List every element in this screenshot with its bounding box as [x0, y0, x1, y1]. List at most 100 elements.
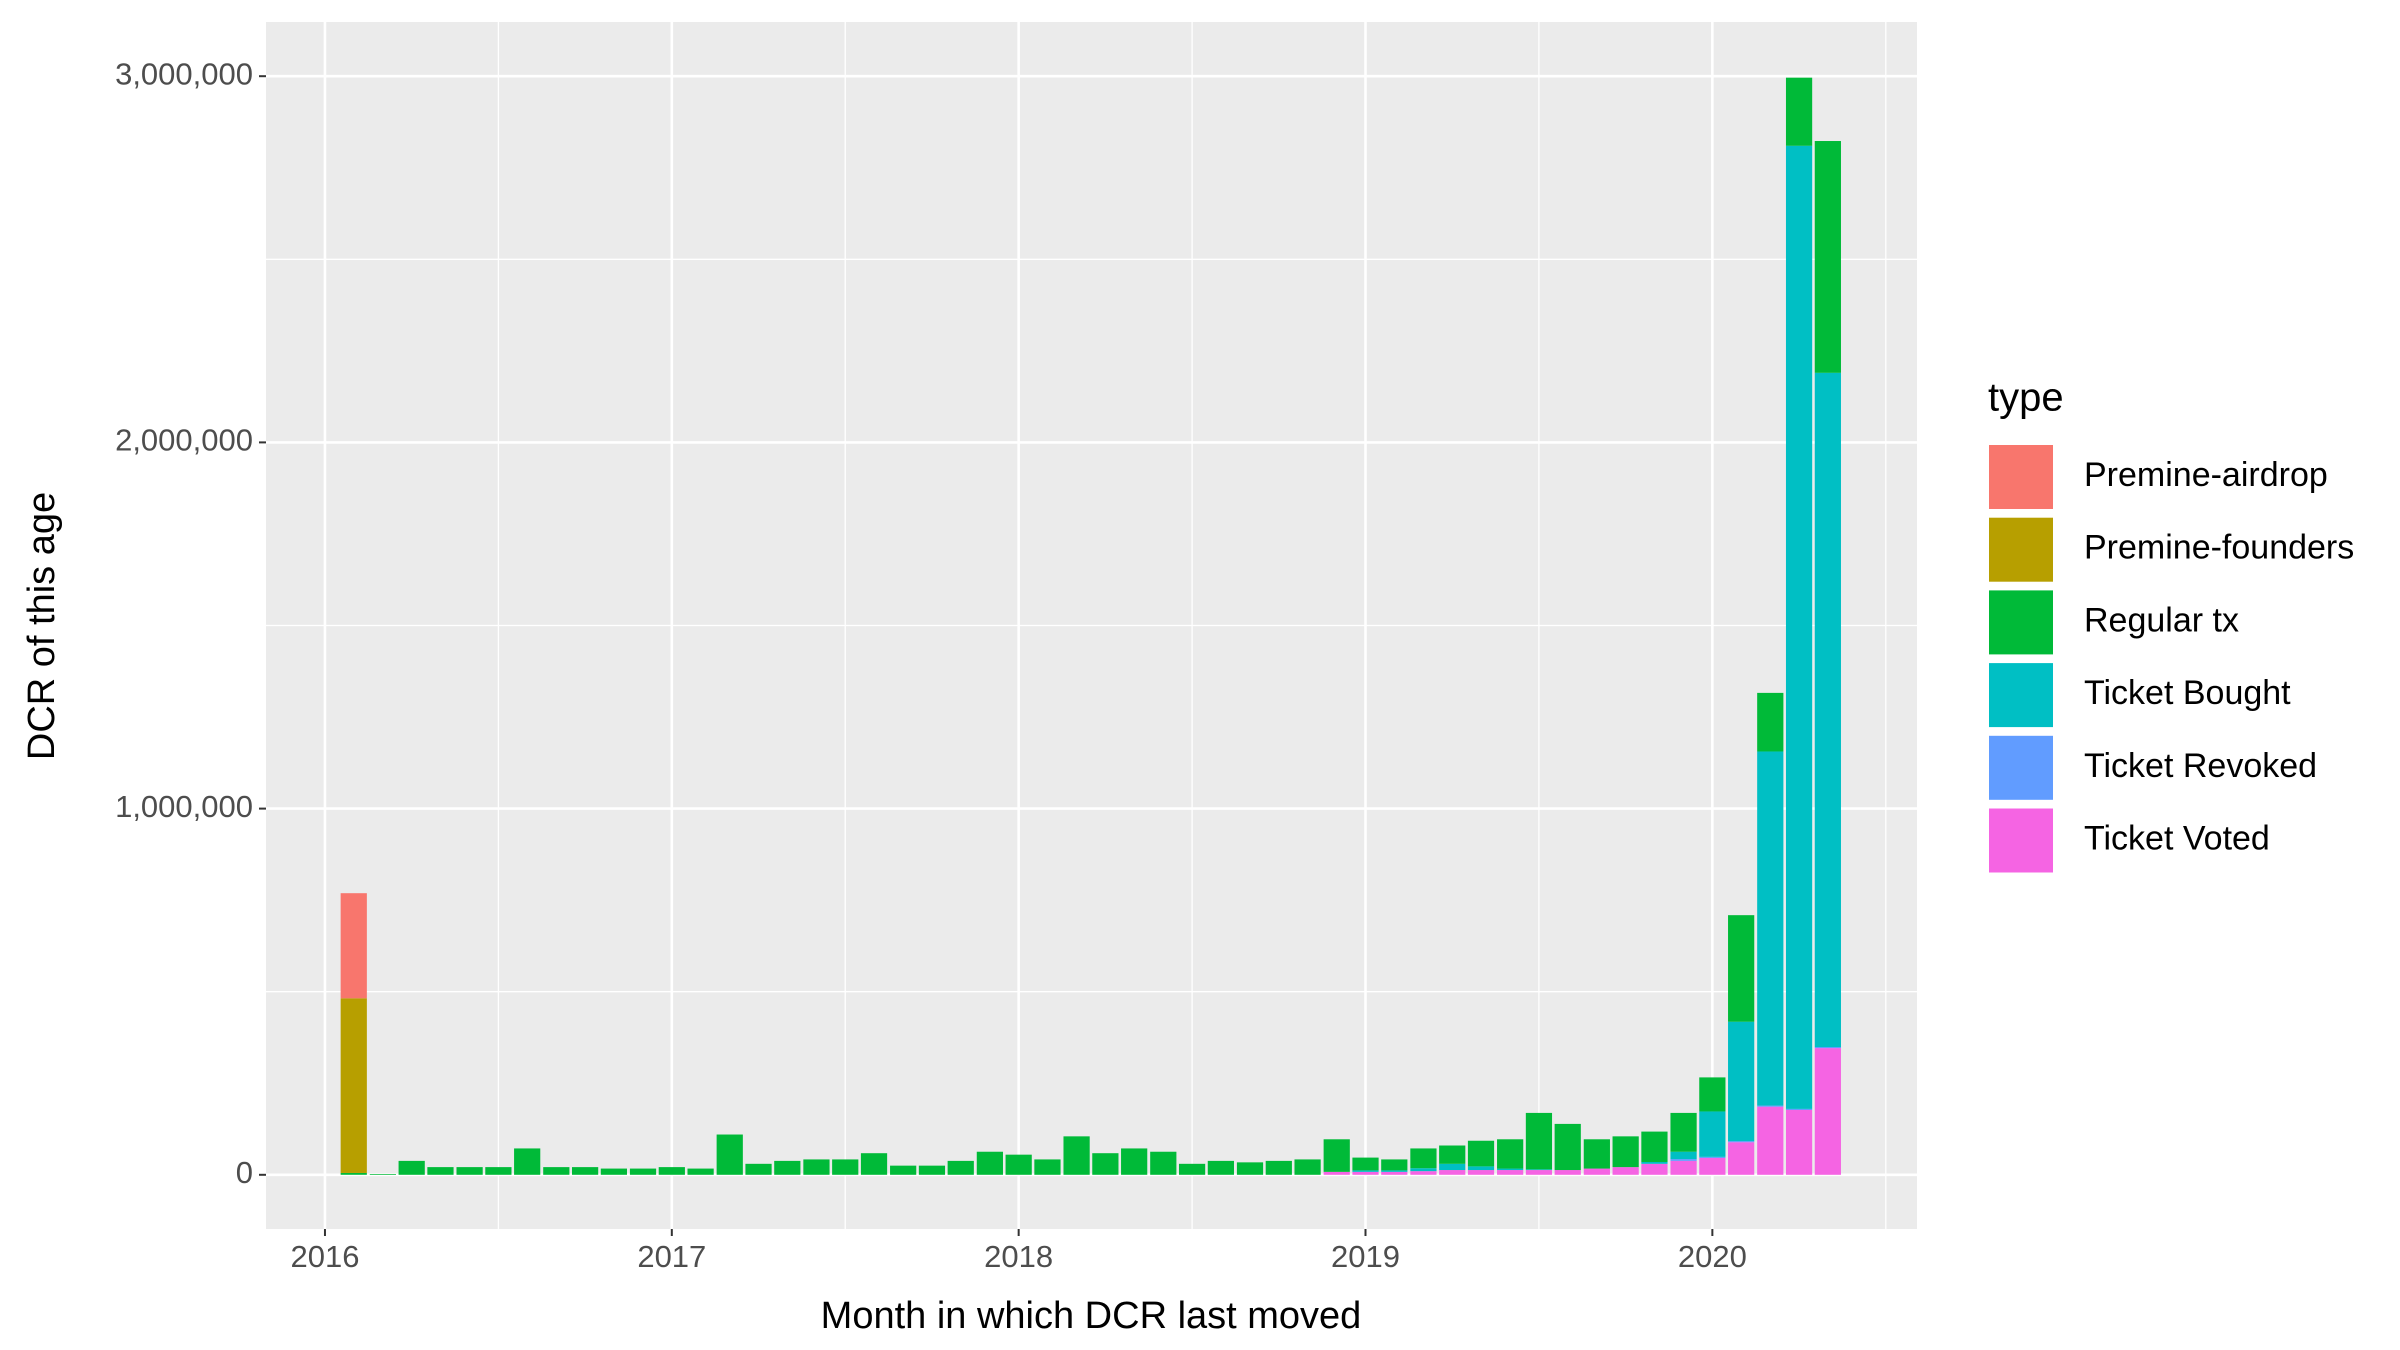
legend-key [1987, 661, 2055, 730]
bar-segment [1670, 1112, 1697, 1152]
bar-segment [1439, 1163, 1466, 1171]
bar-segment [1583, 1139, 1610, 1169]
bar-segment [1785, 1108, 1813, 1110]
bar-segment [1352, 1171, 1379, 1175]
bar-segment [1785, 1109, 1813, 1175]
bar-segment [1670, 1159, 1697, 1161]
bar-segment [1467, 1170, 1495, 1175]
bar-segment [1121, 1148, 1148, 1175]
bar-segment [1612, 1136, 1639, 1168]
bar-segment [1699, 1157, 1726, 1175]
bar-segment [716, 1134, 743, 1175]
bar-segment [1757, 1105, 1784, 1107]
bar-segment [1670, 1151, 1697, 1160]
bar-segment [1467, 1166, 1495, 1171]
bar-segment [832, 1159, 859, 1175]
bar-segment [1728, 1021, 1755, 1142]
bar-segment [1034, 1159, 1061, 1175]
bar-segment [1612, 1167, 1639, 1175]
bar-segment [369, 1174, 396, 1175]
bar-segment [1467, 1140, 1495, 1167]
bar-segment [629, 1168, 657, 1175]
bar-segment [543, 1167, 570, 1175]
legend-label: Premine-founders [2084, 529, 2354, 567]
bar-segment [1410, 1171, 1437, 1175]
bar-segment [1381, 1159, 1408, 1171]
bar-segment [687, 1168, 714, 1175]
bar-segment [1525, 1112, 1553, 1170]
bar-segment [427, 1167, 454, 1175]
bar-segment [803, 1159, 830, 1175]
legend-label: Premine-airdrop [2084, 456, 2328, 494]
bar-segment [1352, 1170, 1379, 1172]
bar-segment [1728, 1141, 1755, 1143]
bar-segment [1554, 1170, 1581, 1175]
x-tick-label: 2016 [290, 1239, 359, 1274]
bar-segment [745, 1163, 772, 1175]
y-tick-label: 2,000,000 [115, 423, 253, 458]
bar-segment [1265, 1160, 1292, 1175]
bar-segment [1207, 1160, 1234, 1175]
bar-segment [1063, 1136, 1090, 1175]
y-tick-label: 3,000,000 [115, 56, 253, 91]
bar-segment [1699, 1077, 1726, 1112]
bar-segment [658, 1167, 685, 1175]
bar-segment [1381, 1171, 1408, 1175]
bar-segment [1294, 1159, 1321, 1175]
bar-segment [860, 1153, 888, 1175]
bar-segment [1352, 1157, 1379, 1171]
bars [340, 77, 1841, 1175]
x-tick-label: 2018 [984, 1239, 1053, 1274]
axes: 0 1,000,000 2,000,000 3,000,000 2016 2017 2018… [115, 56, 1747, 1274]
bar-segment [1757, 751, 1784, 1106]
bar-segment [1814, 141, 1841, 373]
bar-segment [976, 1151, 1003, 1175]
bar-segment [947, 1160, 974, 1175]
bar-segment [1525, 1169, 1553, 1171]
bar-segment [1554, 1123, 1581, 1171]
x-tick-label: 2019 [1331, 1239, 1400, 1274]
legend-key [1987, 443, 2055, 511]
bar-segment [1236, 1162, 1264, 1175]
bar-segment [1583, 1168, 1610, 1175]
bar-segment [1814, 1046, 1841, 1049]
bar-segment [1005, 1154, 1032, 1175]
grid [266, 22, 1917, 1229]
legend-label: Ticket Voted [2084, 819, 2270, 857]
bar-segment [1150, 1151, 1177, 1175]
bar-segment [1497, 1168, 1524, 1171]
bar-segment [1323, 1139, 1350, 1172]
bar-segment [1699, 1156, 1726, 1158]
y-tick-label: 0 [236, 1155, 253, 1190]
bar-segment [1728, 915, 1755, 1022]
bar-segment [1670, 1160, 1697, 1175]
bar-segment [774, 1160, 801, 1175]
bar-segment [1439, 1170, 1466, 1175]
bar-segment [1410, 1148, 1437, 1169]
legend-label: Ticket Revoked [2084, 747, 2317, 785]
bar-segment [1814, 1048, 1841, 1175]
bar-segment [918, 1165, 946, 1175]
x-axis-title: Month in which DCR last moved [821, 1295, 1362, 1337]
bar-segment [1410, 1168, 1437, 1172]
legend: type Premine-airdrop Premine-founders Regu… [1987, 376, 2354, 875]
bar-segment [890, 1165, 917, 1175]
bar-segment [1092, 1153, 1119, 1175]
bar-segment [600, 1168, 628, 1175]
bar-segment [398, 1160, 425, 1175]
x-tick-label: 2017 [637, 1239, 706, 1274]
legend-label: Ticket Bought [2084, 674, 2291, 712]
bar-segment [1497, 1170, 1524, 1175]
bar-segment [1323, 1171, 1350, 1175]
bar-segment [1641, 1163, 1668, 1175]
bar-segment [1757, 1106, 1784, 1175]
bar-segment [340, 998, 367, 1173]
bar-segment [1785, 145, 1813, 1109]
legend-label: Regular tx [2084, 601, 2239, 639]
legend-key [1987, 515, 2055, 584]
bar-segment [1497, 1139, 1524, 1169]
bar-segment [1699, 1111, 1726, 1157]
bar-segment [1641, 1161, 1668, 1164]
bar-segment [1785, 77, 1813, 146]
